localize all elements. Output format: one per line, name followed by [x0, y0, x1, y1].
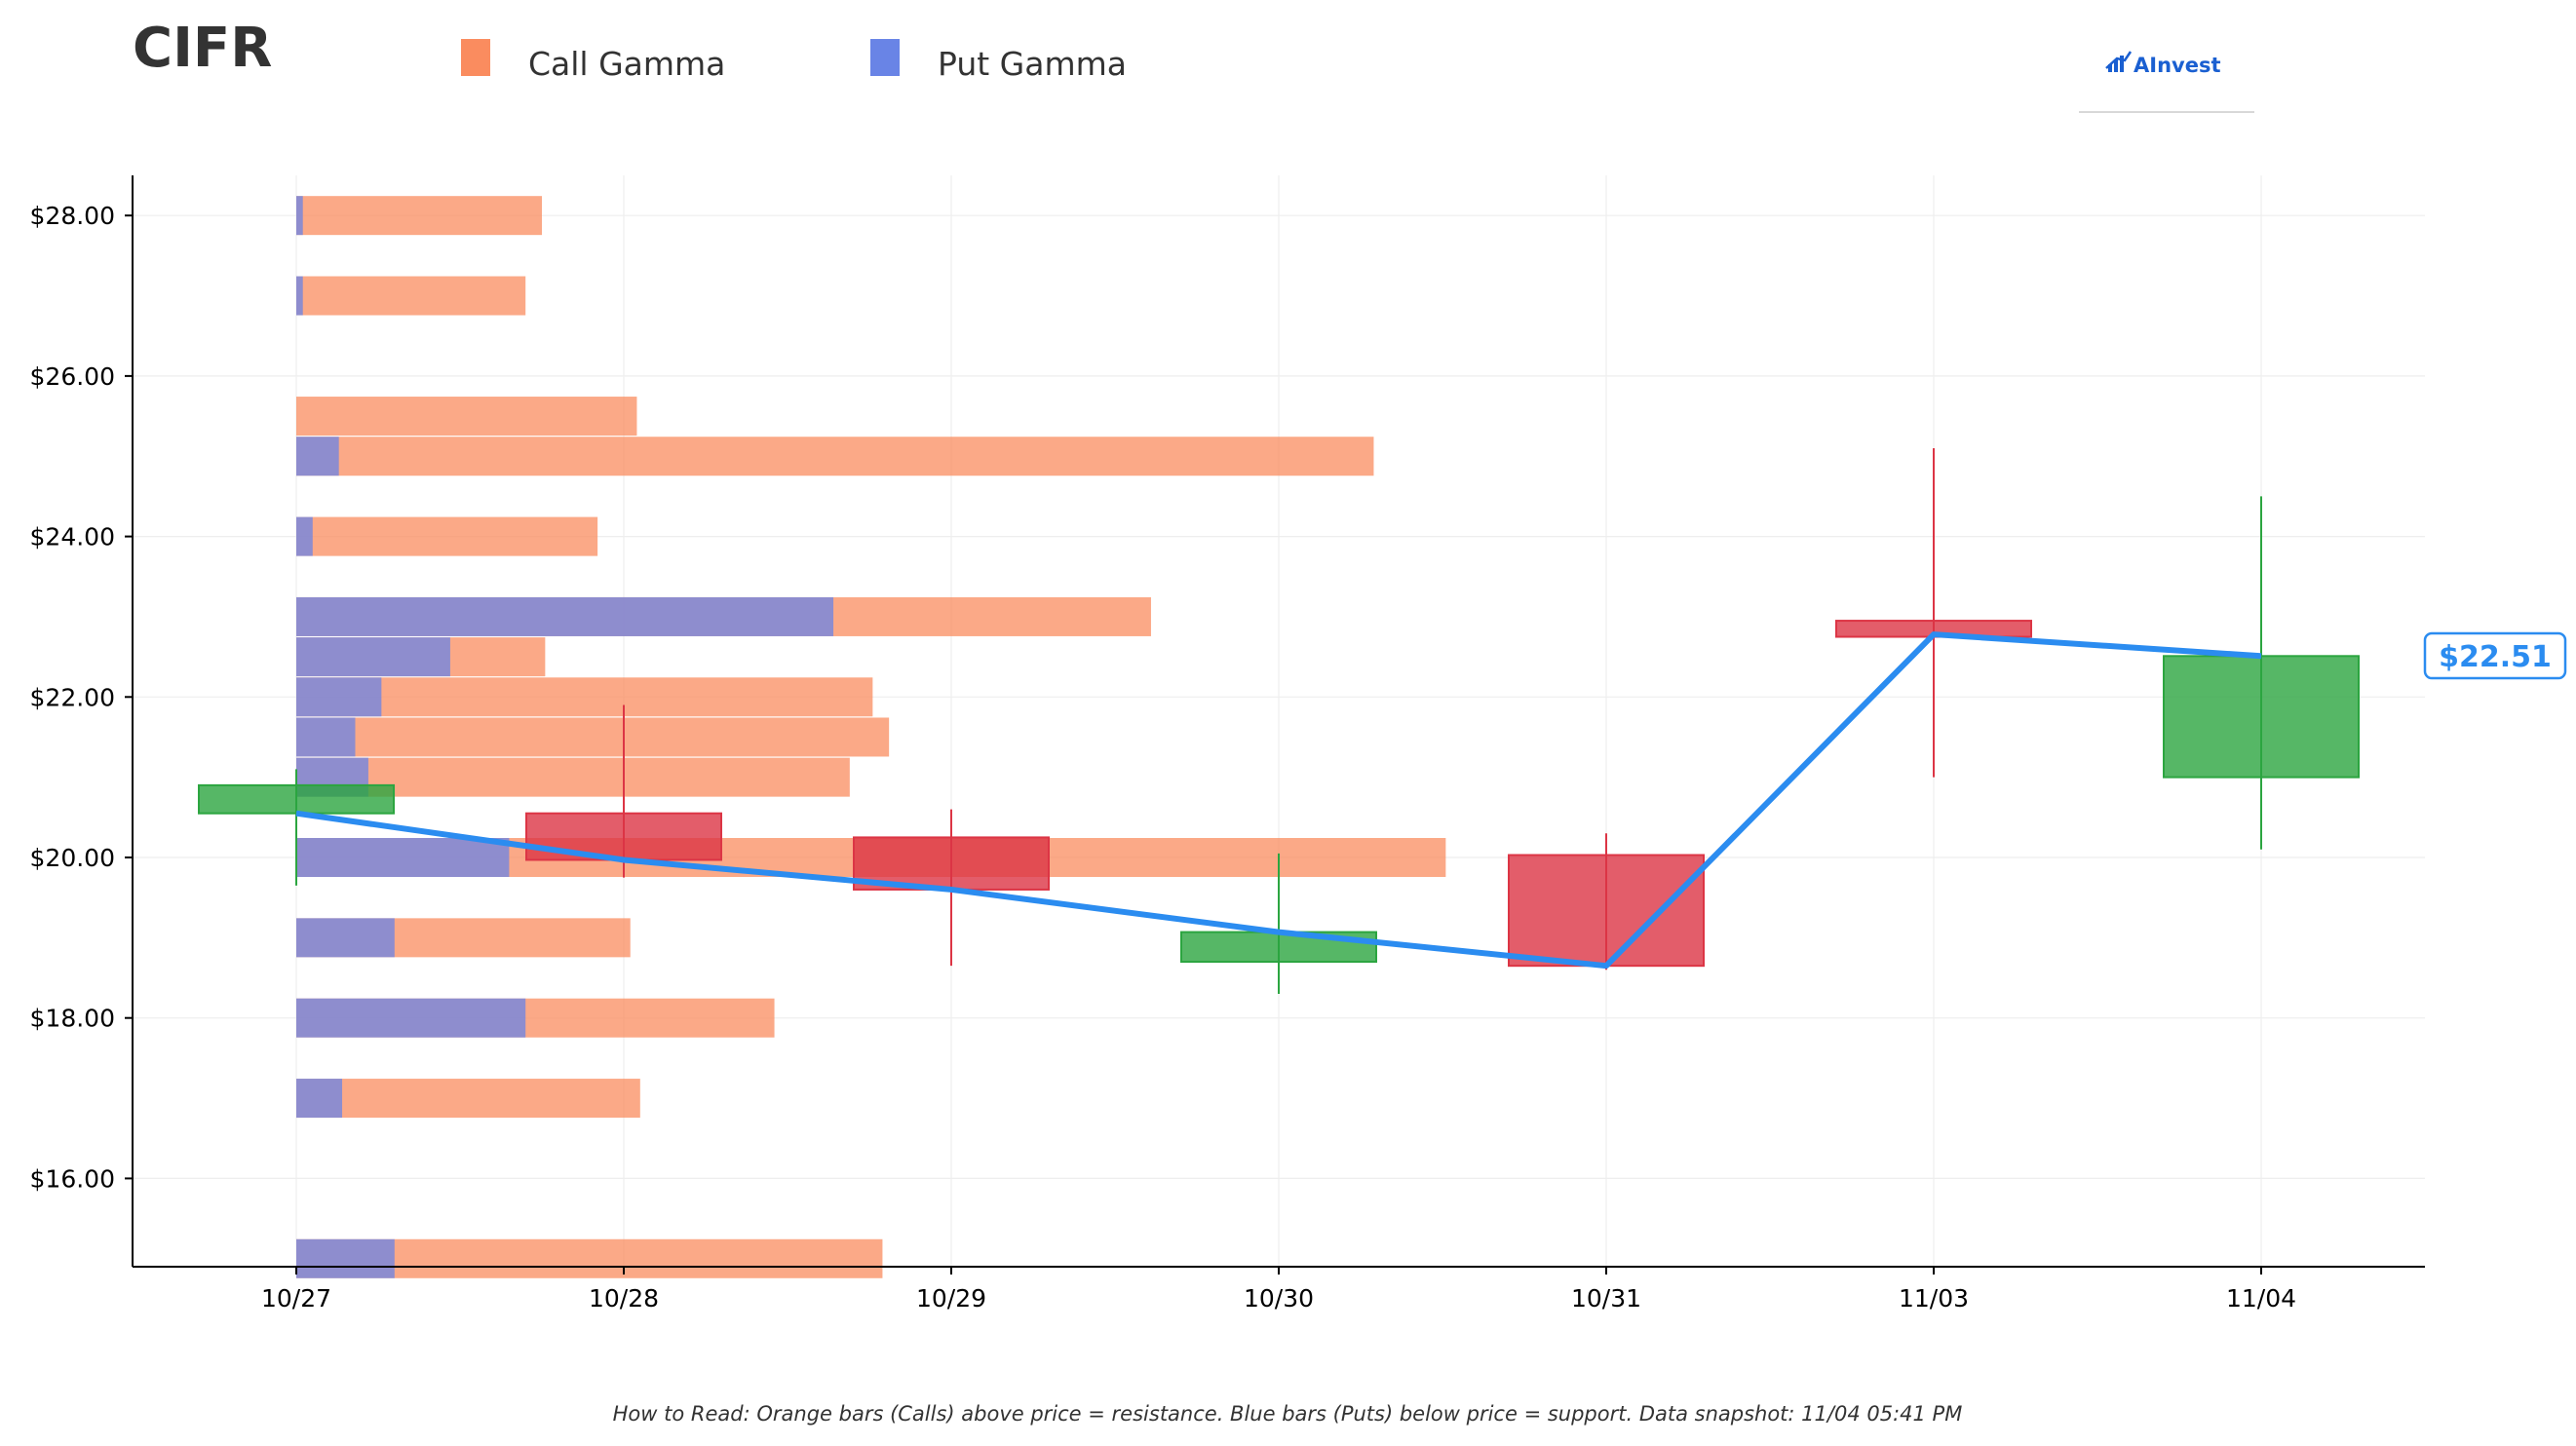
- axes: $16.00 $18.00 $20.00 $22.00 $24.00 $26.00 $28.…: [30, 175, 2425, 1313]
- current-price-tag: $22.51: [2423, 631, 2567, 680]
- ticker-title: CIFR: [133, 17, 272, 80]
- x-tick-label: 11/04: [2226, 1284, 2296, 1313]
- brand-name: AInvest: [2134, 54, 2221, 77]
- legend-put-label: Put Gamma: [938, 45, 1127, 83]
- call-gamma-bar: [296, 437, 1374, 476]
- y-tick-label: $18.00: [30, 1005, 115, 1033]
- put-gamma-bar: [296, 918, 395, 958]
- y-tick-label: $22.00: [30, 683, 115, 711]
- legend-call-swatch: [461, 39, 490, 76]
- call-gamma-bar: [296, 516, 598, 556]
- x-tick-label: 11/03: [1899, 1284, 1969, 1313]
- call-gamma-bar: [296, 677, 873, 717]
- put-gamma-bar: [296, 596, 834, 636]
- brand-chart-icon: [2105, 51, 2133, 72]
- put-gamma-bar: [296, 196, 303, 236]
- close-price-line: [295, 631, 2262, 970]
- put-gamma-bar: [296, 276, 303, 316]
- put-gamma-bar: [296, 998, 526, 1038]
- call-gamma-bar: [296, 397, 637, 437]
- x-tick-label: 10/27: [261, 1284, 331, 1313]
- x-tick-label: 10/28: [589, 1284, 659, 1313]
- x-tick-label: 10/31: [1571, 1284, 1641, 1313]
- put-gamma-bar: [296, 437, 339, 476]
- legend-call-label: Call Gamma: [528, 45, 725, 83]
- x-tick-label: 10/29: [916, 1284, 986, 1313]
- put-gamma-bar: [296, 717, 356, 757]
- footer-note: How to Read: Orange bars (Calls) above p…: [613, 1402, 1963, 1426]
- put-gamma-bar: [296, 677, 382, 717]
- call-gamma-bar: [296, 196, 542, 236]
- y-tick-label: $26.00: [30, 362, 115, 391]
- put-gamma-bar: [296, 1079, 343, 1119]
- put-gamma-bar: [296, 838, 510, 877]
- candle-body: [2163, 655, 2360, 779]
- current-price-value: $22.51: [2439, 640, 2552, 674]
- candle-body: [198, 783, 395, 815]
- brand-logo: AInvest: [2079, 51, 2254, 113]
- y-tick-label: $28.00: [30, 202, 115, 230]
- put-gamma-bar: [296, 637, 450, 677]
- candle-body: [1508, 854, 1705, 968]
- price-line: [295, 631, 2262, 970]
- call-gamma-bar: [296, 276, 526, 316]
- put-gamma-bar: [296, 516, 313, 556]
- legend-put-swatch: [870, 39, 900, 76]
- call-gamma-bar: [296, 1079, 640, 1119]
- gamma-bars: [296, 196, 1446, 1278]
- put-gamma-bar: [296, 1238, 395, 1278]
- x-tick-label: 10/30: [1244, 1284, 1314, 1313]
- call-gamma-bar: [296, 717, 890, 757]
- legend: Call Gamma Put Gamma: [461, 39, 1127, 83]
- y-tick-label: $16.00: [30, 1164, 115, 1193]
- y-tick-label: $24.00: [30, 523, 115, 552]
- y-tick-label: $20.00: [30, 844, 115, 872]
